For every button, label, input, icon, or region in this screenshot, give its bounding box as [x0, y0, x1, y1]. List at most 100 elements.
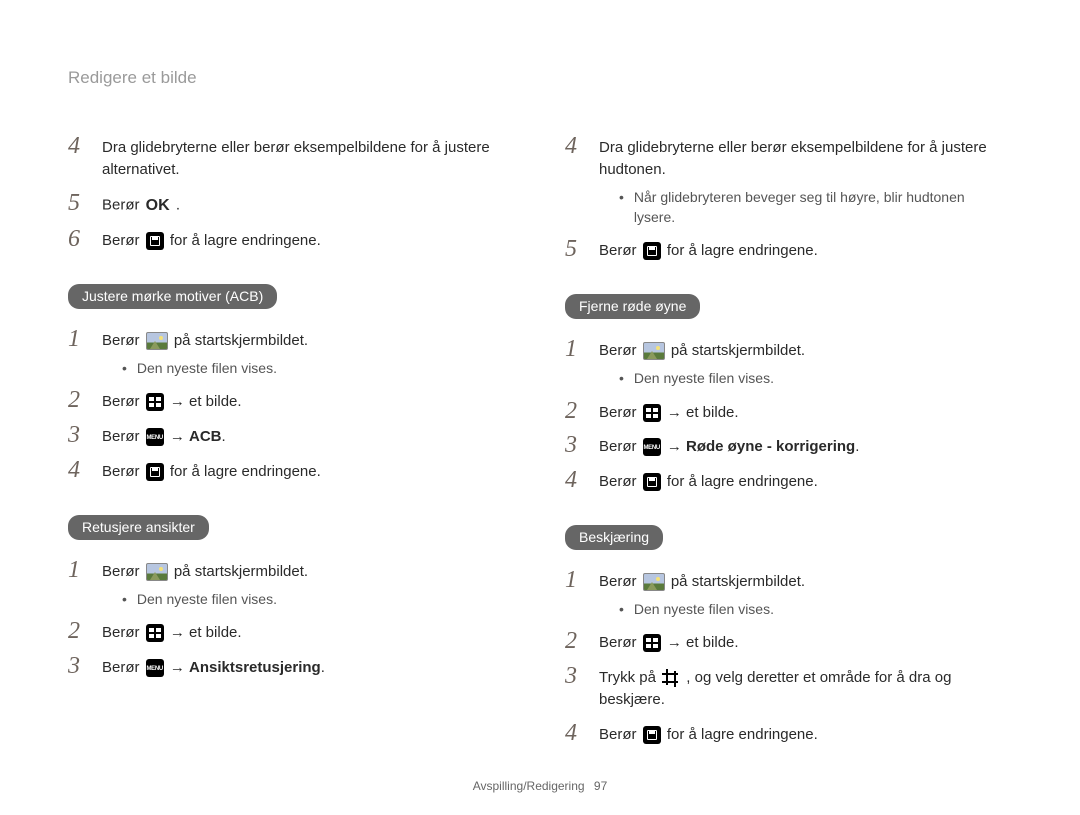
step-text: for å lagre endringene. [166, 463, 321, 480]
step-sub-bullet: Den nyeste filen vises. [619, 599, 992, 619]
step-text-bold: Røde øyne - korrigering [686, 439, 855, 456]
step-number: 1 [565, 337, 581, 361]
thumbnails-icon [146, 393, 164, 411]
step-body: Trykk på , og velg deretter et område fo… [599, 664, 992, 711]
page-title: Redigere et bilde [68, 68, 992, 88]
step-item: 2 Berør → et bilde. [565, 399, 992, 424]
step-number: 1 [68, 558, 84, 582]
step-body: Berør på startskjermbildet.Den nyeste fi… [102, 327, 495, 378]
step-body: Dra glidebryterne eller berør eksempelbi… [102, 134, 495, 181]
step-body: Berør → et bilde. [599, 399, 992, 424]
cont-left-list: 4Dra glidebryterne eller berør eksempelb… [68, 134, 495, 252]
thumbnails-icon [643, 634, 661, 652]
step-number: 3 [68, 654, 84, 678]
step-text: Berør [102, 428, 144, 445]
step-text: Berør [599, 573, 641, 590]
step-item: 4Dra glidebryterne eller berør eksempelb… [68, 134, 495, 181]
content-columns: 4 Dra glidebryterne eller berør eksempelb… [68, 134, 992, 756]
step-number: 4 [565, 134, 581, 158]
step-text: Berør [102, 463, 144, 480]
step-text: for å lagre endringene. [663, 726, 818, 743]
step-text: Berør [102, 197, 144, 214]
heading-crop: Beskjæring [565, 525, 663, 550]
step-text: Berør [102, 332, 144, 349]
step-text: på startskjermbildet. [667, 573, 805, 590]
step-body: Berør OK . [102, 191, 495, 217]
retouch-list: 1Berør på startskjermbildet.Den nyeste f… [68, 558, 495, 679]
step-number: 5 [68, 191, 84, 215]
step-body: Berør for å lagre endringene. [102, 227, 495, 252]
step-text: Berør [102, 624, 144, 641]
step-text: Berør [599, 726, 641, 743]
step-body: Berør for å lagre endringene. [599, 721, 992, 746]
step-text: Berør [102, 232, 144, 249]
step-item: 3Berør → ACB. [68, 423, 495, 448]
step-number: 1 [68, 327, 84, 351]
step-number: 2 [68, 388, 84, 412]
step-number: 1 [565, 568, 581, 592]
step-number: 3 [565, 433, 581, 457]
step-number: 2 [565, 399, 581, 423]
step-sub-bullet: Når glidebryteren beveger seg til høyre,… [619, 187, 992, 228]
step-number: 4 [565, 721, 581, 745]
ok-icon: OK [146, 194, 170, 217]
save-icon [643, 726, 661, 744]
step-number: 2 [68, 619, 84, 643]
step-text: Berør [599, 473, 641, 490]
step-text: Dra glidebryterne eller berør eksempelbi… [102, 139, 490, 178]
redeye-list: 1 Berør på startskjermbildet.Den nyeste f… [565, 337, 992, 493]
step-item: 1 Berør på startskjermbildet. Den nyeste f… [565, 568, 992, 619]
step-item: 1 Berør på startskjermbildet.Den nyeste f… [68, 327, 495, 378]
step-body: Berør for å lagre endringene. [102, 458, 495, 483]
step-item: 1Berør på startskjermbildet.Den nyeste f… [68, 558, 495, 609]
step-number: 4 [68, 458, 84, 482]
step-text: for å lagre endringene. [663, 473, 818, 490]
step-text: . [172, 197, 180, 214]
step-text-bold: ACB [189, 428, 222, 445]
heading-redeye: Fjerne røde øyne [565, 294, 700, 319]
step-text: på startskjermbildet. [170, 563, 308, 580]
step-number: 3 [565, 664, 581, 688]
step-text: → et bilde. [663, 635, 739, 652]
step-text: Berør [599, 635, 641, 652]
heading-retouch: Retusjere ansikter [68, 515, 209, 540]
step-body: Berør → et bilde. [102, 388, 495, 413]
menu-icon [146, 659, 164, 677]
left-column: 4 Dra glidebryterne eller berør eksempelb… [68, 134, 495, 756]
step-number: 6 [68, 227, 84, 251]
step-text: . [855, 439, 859, 456]
step-text: → [166, 428, 189, 445]
step-text-bold: Ansiktsretusjering [189, 659, 321, 676]
gallery-icon [146, 332, 168, 350]
step-body: Berør → et bilde. [599, 629, 992, 654]
step-text: . [222, 428, 226, 445]
step-number: 5 [565, 237, 581, 261]
menu-icon [643, 438, 661, 456]
step-text: for å lagre endringene. [663, 243, 818, 260]
save-icon [643, 242, 661, 260]
crop-icon [662, 669, 680, 687]
step-text: Berør [102, 393, 144, 410]
right-column: 4 Dra glidebryterne eller berør eksempelb… [565, 134, 992, 756]
gallery-icon [146, 563, 168, 581]
step-item: 4 Berør for å lagre endringene. [565, 721, 992, 746]
crop-list: 1 Berør på startskjermbildet. Den nyeste f… [565, 568, 992, 746]
step-text: → [166, 659, 189, 676]
step-item: 5 Berør OK . [68, 191, 495, 217]
step-item: 3 Berør → Ansiktsretusjering. [68, 654, 495, 679]
step-body: Berør på startskjermbildet.Den nyeste fi… [599, 337, 992, 388]
acb-list: 1 Berør på startskjermbildet.Den nyeste f… [68, 327, 495, 483]
step-text: → et bilde. [166, 624, 242, 641]
step-body: Berør → et bilde. [102, 619, 495, 644]
menu-icon [146, 428, 164, 446]
step-body: Berør → Ansiktsretusjering. [102, 654, 495, 679]
step-item: 4 Berør for å lagre endringene. [68, 458, 495, 483]
step-text: for å lagre endringene. [166, 232, 321, 249]
step-text: Dra glidebryterne eller berør eksempelbi… [599, 139, 987, 178]
step-text: Berør [102, 659, 144, 676]
step-body: Berør for å lagre endringene. [599, 237, 992, 262]
gallery-icon [643, 342, 665, 360]
save-icon [146, 463, 164, 481]
step-text: på startskjermbildet. [667, 342, 805, 359]
save-icon [146, 232, 164, 250]
